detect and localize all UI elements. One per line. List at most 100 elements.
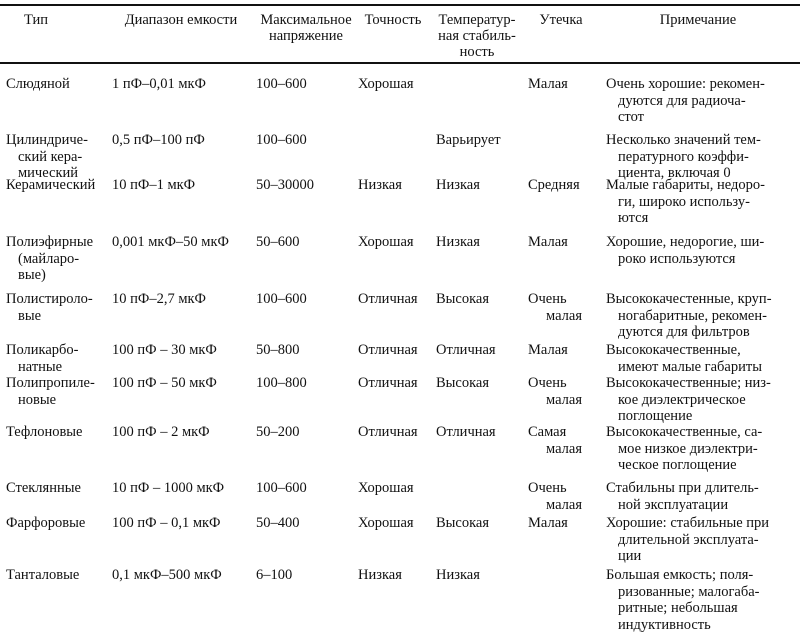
header-line: Примечание [659, 12, 737, 28]
column-header: Утечка [536, 12, 586, 28]
cell-line: Отличная [358, 424, 418, 440]
cell-type: Тефлоновые [6, 424, 110, 441]
cell-line: Хорошая [358, 76, 414, 92]
cell-line: Стабильны при длитель- [606, 480, 759, 496]
header-line: Точность [364, 12, 422, 28]
cell-line: 100–600 [256, 76, 307, 92]
cell-line: Отличная [358, 291, 418, 307]
cell-line: (майларо- [18, 250, 80, 267]
cell-line: Стеклянные [6, 480, 81, 496]
cell-line: Отличная [436, 342, 496, 358]
cell-line: Хорошие, недорогие, ши- [606, 234, 765, 250]
cell-line: кое диэлектрическое [618, 391, 746, 408]
cell-line: ги, широко использу- [618, 193, 750, 210]
header-line: Тип [23, 12, 48, 28]
cell-line: Хорошие: стабильные при [606, 515, 770, 531]
cell-note: Несколько значений тем-пературного коэфф… [606, 132, 794, 182]
cell-line: Малая [528, 342, 568, 358]
header-line: Температур- [438, 12, 516, 28]
cell-note: Высококачественные, имеют малые габариты [606, 342, 794, 375]
cell-line: ногабаритные, рекомен- [618, 307, 767, 324]
cell-line: 100 пФ – 2 мкФ [112, 424, 210, 440]
cell-type: Слюдяной [6, 76, 110, 93]
cell-range: 10 пФ – 1000 мкФ [112, 480, 252, 497]
header-line: ная стабиль- [438, 28, 516, 44]
cell-line: Высококачественные, [606, 342, 741, 358]
cell-accuracy: Хорошая [358, 480, 434, 497]
cell-line: 100 пФ – 50 мкФ [112, 375, 217, 391]
cell-line: Самая [528, 424, 567, 440]
cell-voltage: 6–100 [256, 567, 356, 584]
cell-line: новые [18, 391, 57, 408]
cell-line: Хорошая [358, 515, 414, 531]
cell-line: малая [546, 496, 582, 513]
cell-stability: Варьирует [436, 132, 526, 149]
cell-range: 100 пФ – 30 мкФ [112, 342, 252, 359]
cell-line: Малая [528, 234, 568, 250]
cell-line: 50–30000 [256, 177, 314, 193]
cell-line: Варьирует [436, 132, 501, 148]
cell-line: Полипропиле- [6, 375, 95, 391]
column-header: Диапазон емкости [112, 12, 250, 28]
cell-line: стот [618, 109, 644, 125]
cell-line: Низкая [436, 177, 480, 193]
cell-line: мический [18, 165, 79, 181]
cell-line: Малые габариты, недоро- [606, 177, 765, 193]
cell-voltage: 50–200 [256, 424, 356, 441]
cell-leakage: Малая [528, 342, 582, 359]
cell-accuracy: Отличная [358, 375, 434, 392]
cell-line: 100–600 [256, 132, 307, 148]
cell-note: Хорошие, недорогие, ши-роко используются [606, 234, 794, 267]
cell-note: Малые габариты, недоро-ги, широко исполь… [606, 177, 794, 227]
cell-range: 10 пФ–2,7 мкФ [112, 291, 252, 308]
cell-stability: Отличная [436, 424, 526, 441]
cell-line: циента, включая 0 [618, 165, 731, 181]
cell-type: Поликарбо-натные [6, 342, 110, 375]
cell-voltage: 100–600 [256, 480, 356, 497]
cell-line: вые [18, 307, 42, 324]
cell-line: 50–800 [256, 342, 300, 358]
cell-type: Танталовые [6, 567, 110, 584]
cell-line: Слюдяной [6, 76, 70, 92]
cell-voltage: 50–800 [256, 342, 356, 359]
cell-note: Большая емкость; поля-ризованные; малога… [606, 567, 794, 633]
cell-line: имеют малые габариты [618, 358, 762, 375]
cell-line: Керамический [6, 177, 96, 193]
cell-line: Высококачестенные, круп- [606, 291, 772, 307]
cell-line: Низкая [436, 234, 480, 250]
cell-line: 50–200 [256, 424, 300, 440]
column-header: Температур-ная стабиль-ность [432, 12, 522, 60]
cell-line: малая [546, 307, 582, 324]
cell-line: 10 пФ – 1000 мкФ [112, 480, 225, 496]
cell-stability: Отличная [436, 342, 526, 359]
cell-voltage: 50–400 [256, 515, 356, 532]
cell-line: малая [546, 440, 582, 457]
column-header: Точность [356, 12, 430, 28]
cell-line: 50–400 [256, 515, 300, 531]
cell-leakage: Очень малая [528, 375, 582, 408]
cell-voltage: 100–600 [256, 291, 356, 308]
cell-line: роко используются [618, 250, 736, 267]
cell-leakage: Очень малая [528, 480, 582, 513]
cell-leakage: Малая [528, 234, 582, 251]
cell-line: Малая [528, 515, 568, 531]
column-header: Максимальное напряжение [252, 12, 360, 44]
cell-line: 50–600 [256, 234, 300, 250]
cell-line: 100 пФ – 30 мкФ [112, 342, 217, 358]
cell-range: 100 пФ – 50 мкФ [112, 375, 252, 392]
cell-type: Стеклянные [6, 480, 110, 497]
cell-line: 100–800 [256, 375, 307, 391]
cell-accuracy: Хорошая [358, 76, 434, 93]
cell-line: Тефлоновые [6, 424, 83, 440]
cell-line: 100–600 [256, 291, 307, 307]
cell-note: Высококачественные; низ-кое диэлектричес… [606, 375, 794, 425]
cell-line: ются [618, 210, 649, 226]
column-header: Тип [6, 12, 66, 28]
cell-line: Цилиндриче- [6, 132, 88, 148]
cell-line: Отличная [358, 375, 418, 391]
cell-range: 1 пФ–0,01 мкФ [112, 76, 252, 93]
cell-range: 0,1 мкФ–500 мкФ [112, 567, 252, 584]
header-rule [0, 62, 800, 64]
cell-leakage: Самая малая [528, 424, 582, 457]
cell-line: длительной эксплуата- [618, 531, 759, 548]
